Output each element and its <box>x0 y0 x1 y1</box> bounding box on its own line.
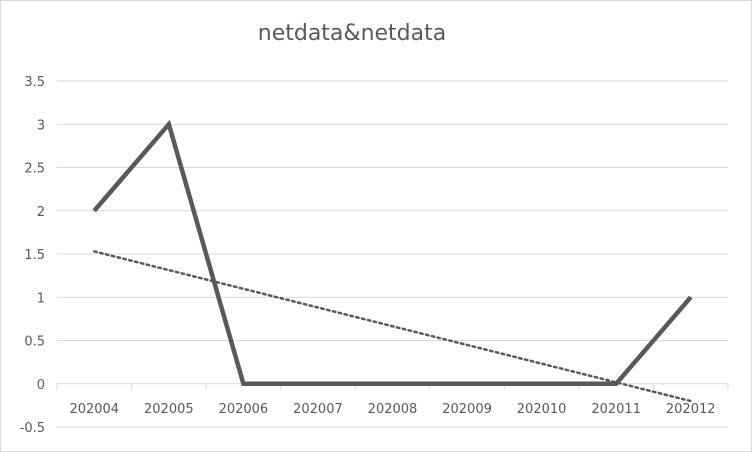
x-tick-label: 202005 <box>144 402 194 417</box>
y-tick-label: -0.5 <box>20 421 45 436</box>
y-tick-label: 3.5 <box>24 75 45 90</box>
data-point <box>466 383 468 385</box>
y-tick-label: 0.5 <box>24 335 45 350</box>
chart-title: netdata&netdata <box>257 21 447 46</box>
data-point <box>93 210 95 212</box>
x-tick-label: 202010 <box>517 402 567 417</box>
data-point <box>392 383 393 385</box>
data-point <box>317 383 319 385</box>
x-tick-label: 202011 <box>591 402 641 417</box>
data-point <box>541 383 543 385</box>
x-axis-tick-labels: 202004 202005 202006 202007 202008 202009 2020… <box>69 402 715 417</box>
trendline-layer <box>93 250 692 403</box>
x-tick-label: 202004 <box>69 402 119 417</box>
y-tick-label: 3 <box>37 118 45 133</box>
gridlines <box>57 80 728 428</box>
y-tick-label: 2.5 <box>24 162 45 177</box>
data-point <box>615 383 617 385</box>
x-tick-label: 202006 <box>219 402 269 417</box>
trendline <box>93 250 692 403</box>
x-tick-label: 202007 <box>293 402 343 417</box>
x-tick-label: 202009 <box>442 402 492 417</box>
series-layer <box>92 119 693 386</box>
x-tick-label: 202012 <box>666 402 716 417</box>
data-point <box>242 383 244 385</box>
y-tick-label: 2 <box>37 205 45 220</box>
y-tick-label: 1 <box>37 291 45 306</box>
y-tick-label: 1.5 <box>24 248 45 263</box>
y-tick-label: 0 <box>37 378 45 393</box>
data-point <box>690 296 692 298</box>
y-axis-tick-labels: -0.5 0 0.5 1 1.5 2 2.5 3 3.5 <box>20 75 45 436</box>
data-point <box>168 123 170 125</box>
x-tick-label: 202008 <box>368 402 418 417</box>
